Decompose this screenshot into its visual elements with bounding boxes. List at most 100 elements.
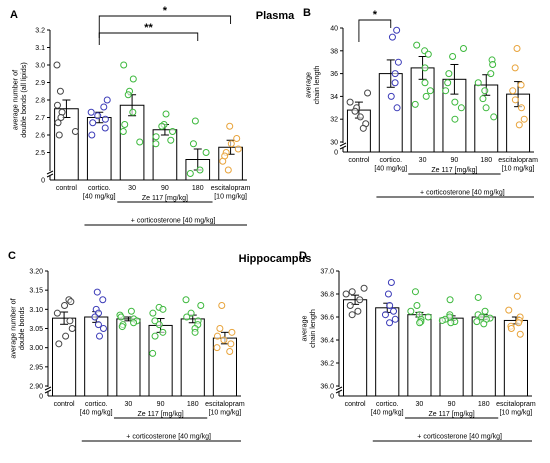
- category-label: 30: [416, 401, 424, 408]
- data-point: [53, 61, 61, 69]
- y-tick-label: 36.0: [320, 384, 334, 391]
- data-point: [149, 349, 157, 357]
- y-tick-label: 2.5: [35, 150, 45, 157]
- y-axis-label: average number ofdouble bonds: [9, 298, 26, 358]
- data-point: [416, 319, 424, 327]
- panel-c-chart: C 2.90 2.95 3.00 3.05 3.10 3.15 3.20 0 average nu…: [8, 250, 245, 442]
- data-point: [219, 157, 227, 165]
- data-point: [411, 288, 419, 296]
- data-point: [391, 79, 399, 87]
- y-axis-label-line: chain length: [308, 309, 317, 348]
- data-point: [162, 110, 170, 118]
- category-label: 180: [478, 401, 490, 408]
- data-point: [151, 317, 159, 325]
- data-point: [152, 140, 160, 148]
- category-label: [40 mg/kg]: [374, 166, 407, 173]
- axis-break-mark: [46, 170, 54, 175]
- y-tick-label: 36.6: [320, 315, 334, 322]
- bar: [471, 316, 496, 397]
- axis-break-mark: [335, 386, 343, 391]
- panel-letter: D: [299, 250, 307, 262]
- y-tick-label: 36: [330, 71, 338, 78]
- category-label: escitalopram: [211, 185, 251, 192]
- data-point: [513, 292, 521, 300]
- y-tick-label: 36.8: [320, 292, 334, 299]
- data-point: [447, 319, 455, 327]
- category-label: 90: [451, 157, 459, 164]
- data-point: [130, 319, 138, 327]
- data-point: [227, 140, 235, 148]
- y-tick-label: 37.0: [320, 269, 334, 276]
- data-point: [53, 101, 61, 109]
- data-point: [103, 96, 111, 104]
- treatment-group-label: + corticosterone [40 mg/kg]: [131, 218, 216, 225]
- data-point: [387, 92, 395, 100]
- significance-label: *: [373, 9, 378, 21]
- data-point: [424, 50, 432, 58]
- ze-group-label: Ze 117 [mg/kg]: [137, 411, 183, 418]
- data-point: [152, 133, 160, 141]
- data-point: [186, 170, 194, 177]
- data-point: [189, 140, 197, 148]
- y-axis-label: averagechain length: [304, 66, 321, 105]
- data-point: [520, 115, 528, 123]
- axis-break-mark: [335, 389, 343, 394]
- data-point: [505, 306, 513, 314]
- data-point: [422, 92, 430, 100]
- data-point: [444, 79, 452, 87]
- data-point: [155, 321, 163, 329]
- y-axis-label-line: chain length: [312, 66, 321, 105]
- ze-group-label: Ze 117 [mg/kg]: [428, 411, 474, 418]
- data-point: [62, 332, 70, 340]
- data-point: [473, 318, 481, 326]
- data-point: [426, 87, 434, 95]
- category-label: 180: [480, 157, 492, 164]
- category-label: [10 mg/kg]: [209, 410, 242, 417]
- category-label: escitalopram: [498, 157, 538, 164]
- y-tick-label: 3.05: [29, 326, 43, 333]
- panel-letter: B: [303, 7, 311, 19]
- axis-break-mark: [46, 173, 54, 178]
- y-tick-label: 2.6: [35, 133, 45, 140]
- y-tick-label: 34: [330, 94, 338, 101]
- data-point: [446, 296, 454, 304]
- category-label: control: [56, 185, 77, 192]
- data-point: [220, 336, 228, 344]
- ze-group-label: Ze 117 [mg/kg]: [142, 195, 188, 202]
- data-point: [88, 131, 96, 139]
- data-point: [159, 305, 167, 313]
- data-point: [480, 320, 488, 328]
- category-label: cortico.: [85, 401, 108, 408]
- y-tick-label: 36.2: [320, 361, 334, 368]
- data-point: [457, 104, 465, 112]
- data-point: [167, 136, 175, 144]
- data-point: [442, 87, 450, 95]
- treatment-group-label: + corticosterone [40 mg/kg]: [126, 434, 211, 441]
- data-point: [386, 319, 394, 327]
- significance-bracket: [98, 32, 199, 45]
- data-point: [421, 64, 429, 72]
- data-point: [515, 319, 523, 327]
- data-point: [197, 302, 205, 309]
- data-point: [61, 302, 69, 309]
- panel-b-chart: B 30 32 34 36 38 40 0 averagechain length control…: [303, 7, 538, 198]
- data-point: [119, 128, 127, 135]
- significance-bracket: [358, 19, 392, 42]
- data-point: [474, 79, 482, 87]
- data-point: [151, 332, 159, 340]
- data-point: [93, 288, 101, 296]
- hippocampus-title: Hippocampus: [239, 253, 312, 265]
- category-label: 30: [419, 157, 427, 164]
- y-tick-label: 2.7: [35, 115, 45, 122]
- data-point: [356, 296, 364, 304]
- y-axis-label-line: average number of: [9, 298, 18, 358]
- y-tick-label: 0: [330, 394, 334, 401]
- category-label: 90: [157, 401, 165, 408]
- data-point: [348, 288, 356, 296]
- data-point: [487, 70, 495, 78]
- y-tick-label: 3.20: [29, 269, 43, 276]
- category-label: escitalopram: [496, 401, 536, 408]
- ze-group-label: Ze 117 [mg/kg]: [431, 167, 477, 174]
- y-tick-label: 0: [41, 178, 45, 185]
- category-label: 180: [187, 401, 199, 408]
